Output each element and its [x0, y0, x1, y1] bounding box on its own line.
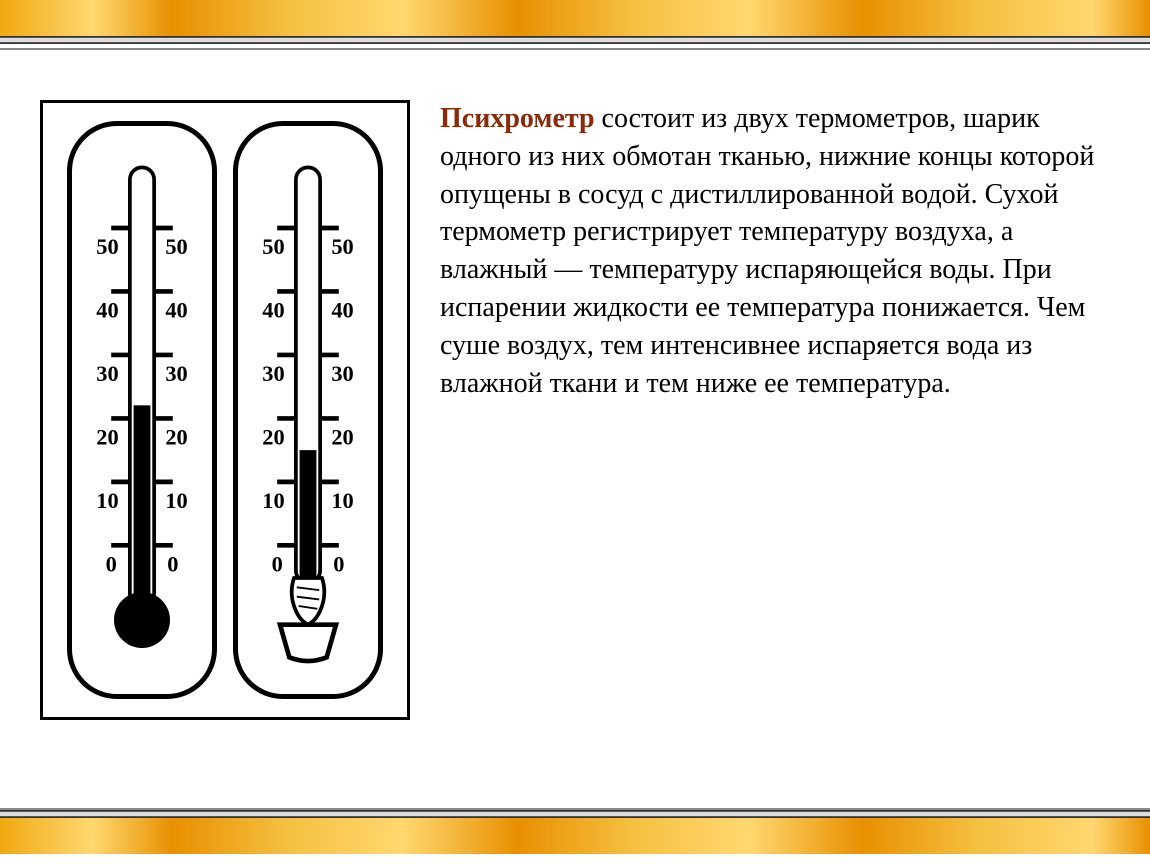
- title-word: Психрометр: [440, 103, 595, 134]
- wet-thermometer: 50 50 40 40 30 30 20 20 10: [233, 121, 383, 699]
- psychrometer-diagram: 50 50 40 40 30 30 20 20: [40, 100, 410, 720]
- tick-label: 0: [272, 551, 283, 576]
- water-vessel-icon: [280, 625, 336, 661]
- tick-label: 30: [331, 361, 353, 386]
- dry-thermometer-svg: 50 50 40 40 30 30 20 20: [72, 126, 212, 694]
- tick-label: 20: [262, 425, 284, 450]
- tick-label: 10: [165, 488, 187, 513]
- tick-label: 40: [96, 298, 118, 323]
- tick-label: 0: [167, 551, 178, 576]
- tick-label: 30: [165, 361, 187, 386]
- tick-label: 20: [331, 425, 353, 450]
- decorative-border-top: [0, 0, 1150, 60]
- description-paragraph: Психрометр состоит из двух термометров, …: [440, 100, 1110, 402]
- decorative-border-bottom: [0, 804, 1150, 864]
- tick-label: 20: [96, 425, 118, 450]
- tick-label: 50: [331, 234, 353, 259]
- tick-label: 40: [165, 298, 187, 323]
- tick-label: 50: [165, 234, 187, 259]
- tick-label: 0: [106, 551, 117, 576]
- tick-label: 40: [331, 298, 353, 323]
- tick-label: 20: [165, 425, 187, 450]
- tick-label: 0: [333, 551, 344, 576]
- tick-label: 50: [96, 234, 118, 259]
- tick-label: 10: [331, 488, 353, 513]
- tick-label: 30: [262, 361, 284, 386]
- dry-thermometer: 50 50 40 40 30 30 20 20: [67, 121, 217, 699]
- tick-label: 10: [96, 488, 118, 513]
- cloth-wrap-icon: [292, 578, 325, 625]
- tick-label: 40: [262, 298, 284, 323]
- wet-thermometer-svg: 50 50 40 40 30 30 20 20 10: [238, 126, 378, 694]
- tick-label: 10: [262, 488, 284, 513]
- body-text: состоит из двух термометров, шарик одног…: [440, 103, 1094, 399]
- tick-label: 50: [262, 234, 284, 259]
- tick-label: 30: [96, 361, 118, 386]
- slide-content: 50 50 40 40 30 30 20 20: [20, 70, 1130, 794]
